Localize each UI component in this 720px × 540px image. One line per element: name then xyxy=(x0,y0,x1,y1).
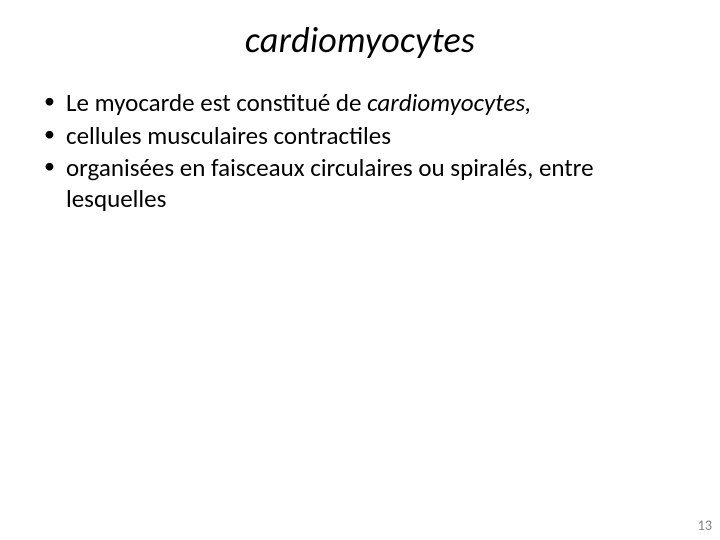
bullet-text: organisées en faisceaux circulaires ou s… xyxy=(66,152,594,214)
slide-title: cardiomyocytes xyxy=(0,0,720,88)
list-item: cellules musculaires contractiles xyxy=(38,121,682,152)
bullet-text-italic: cardiomyocytes, xyxy=(367,87,531,118)
slide-body: Le myocarde est constitué de cardiomyocy… xyxy=(0,88,720,214)
list-item: organisées en faisceaux circulaires ou s… xyxy=(38,153,682,214)
bullet-text: Le myocarde est constitué de xyxy=(66,87,367,118)
bullet-text: cellules musculaires contractiles xyxy=(66,120,391,151)
slide: cardiomyocytes Le myocarde est constitué… xyxy=(0,0,720,540)
list-item: Le myocarde est constitué de cardiomyocy… xyxy=(38,88,682,119)
page-number: 13 xyxy=(698,517,712,534)
bullet-list: Le myocarde est constitué de cardiomyocy… xyxy=(38,88,682,214)
